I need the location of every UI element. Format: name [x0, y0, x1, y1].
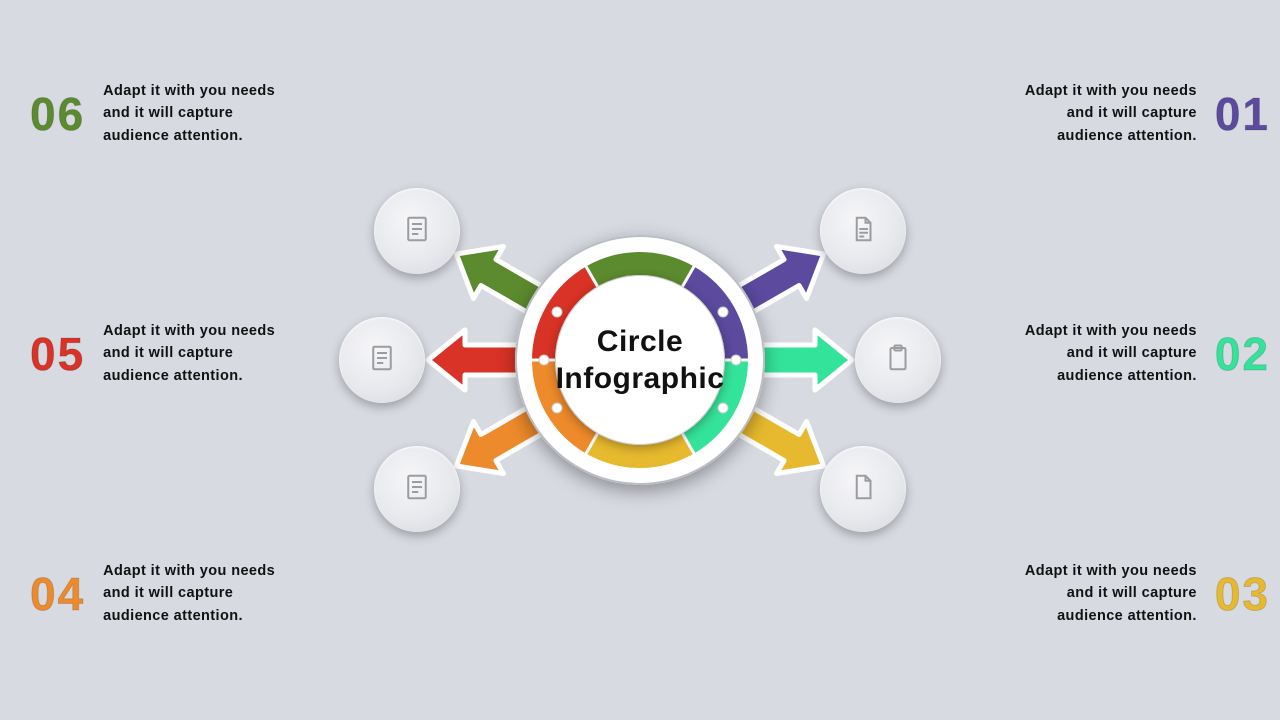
number-02: 02: [1215, 331, 1270, 377]
desc-05: Adapt it with you needs and it will capt…: [103, 320, 303, 387]
list-icon: [402, 214, 432, 249]
list-icon: [402, 472, 432, 507]
number-03: 03: [1215, 571, 1270, 617]
number-06: 06: [30, 91, 85, 137]
desc-06: Adapt it with you needs and it will capt…: [103, 80, 303, 147]
infographic-canvas: 06 Adapt it with you needs and it will c…: [0, 0, 1280, 720]
document-icon: [848, 214, 878, 249]
clipboard-icon: [883, 343, 913, 378]
number-04: 04: [30, 571, 85, 617]
number-01: 01: [1215, 91, 1270, 137]
icon-bubble-1: [820, 188, 906, 274]
list-icon: [367, 343, 397, 378]
ring-dot: [731, 355, 742, 366]
ring-dot: [539, 355, 550, 366]
icon-bubble-3: [820, 446, 906, 532]
item-03: 03 Adapt it with you needs and it will c…: [930, 560, 1270, 627]
center-hub: Circle Infographic: [525, 245, 755, 475]
ring-dot: [718, 403, 729, 414]
item-06: 06 Adapt it with you needs and it will c…: [30, 80, 370, 147]
icon-bubble-5: [339, 317, 425, 403]
item-02: 02 Adapt it with you needs and it will c…: [930, 320, 1270, 387]
ring-dot: [718, 307, 729, 318]
item-01: 01 Adapt it with you needs and it will c…: [930, 80, 1270, 147]
center-line1: Circle: [597, 325, 683, 358]
ring-dot: [551, 403, 562, 414]
item-04: 04 Adapt it with you needs and it will c…: [30, 560, 370, 627]
center-title: Circle Infographic: [556, 323, 725, 398]
number-05: 05: [30, 331, 85, 377]
desc-02: Adapt it with you needs and it will capt…: [997, 320, 1197, 387]
center-disk: Circle Infographic: [555, 275, 725, 445]
desc-03: Adapt it with you needs and it will capt…: [997, 560, 1197, 627]
page-icon: [848, 472, 878, 507]
center-line2: Infographic: [556, 362, 725, 395]
ring-dot: [551, 307, 562, 318]
desc-04: Adapt it with you needs and it will capt…: [103, 560, 303, 627]
icon-bubble-2: [855, 317, 941, 403]
desc-01: Adapt it with you needs and it will capt…: [997, 80, 1197, 147]
icon-bubble-4: [374, 446, 460, 532]
icon-bubble-6: [374, 188, 460, 274]
item-05: 05 Adapt it with you needs and it will c…: [30, 320, 370, 387]
